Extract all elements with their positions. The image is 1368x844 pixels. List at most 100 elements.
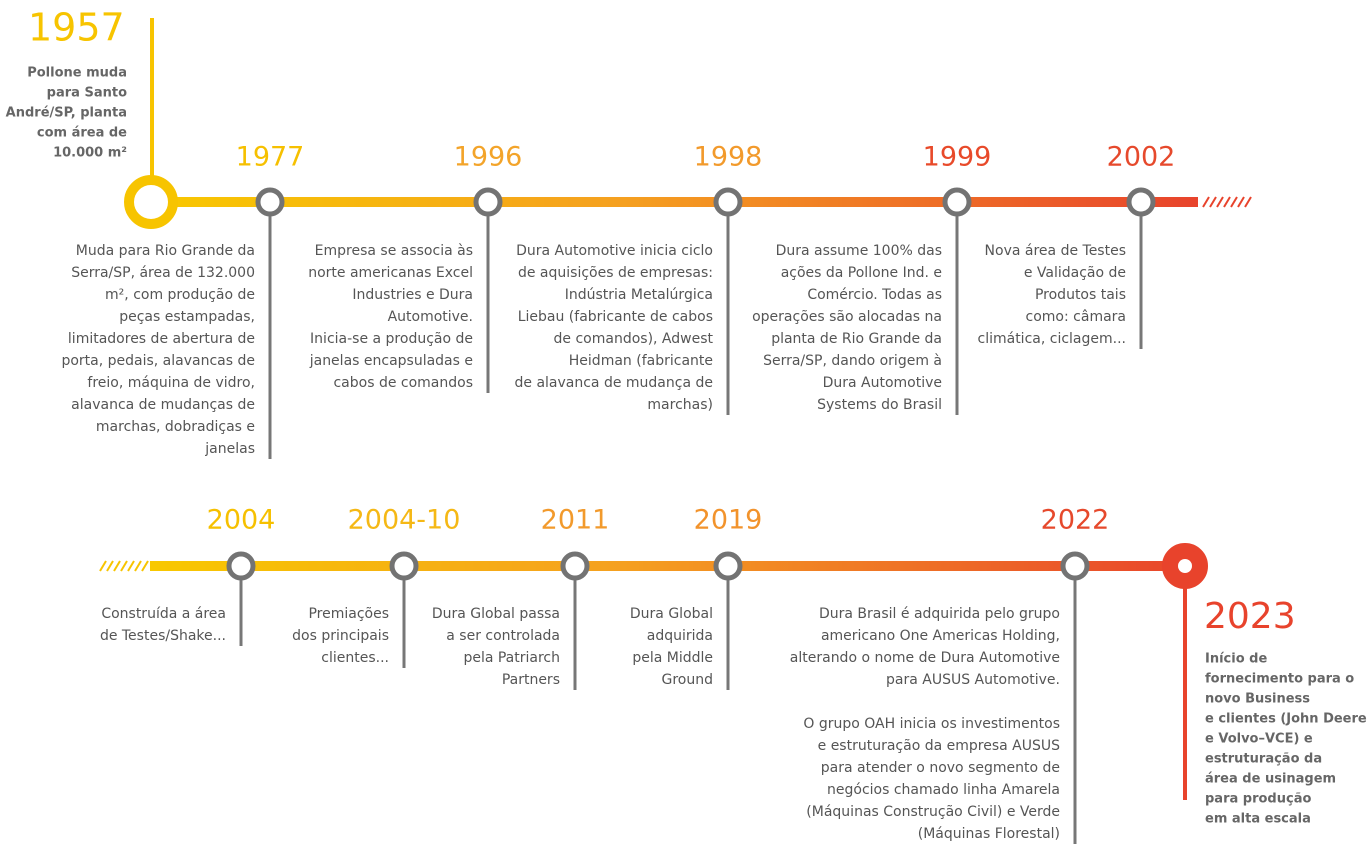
start-text: com área de	[37, 126, 127, 141]
event-text: O grupo OAH inicia os investimentos	[803, 716, 1060, 732]
timeline-bar	[150, 197, 1198, 207]
event-text: Ground	[662, 672, 714, 688]
event-text: de comandos), Adwest	[554, 331, 714, 347]
event-text: Indústria Metalúrgica	[565, 287, 713, 303]
event-text: ações da Pollone Ind. e	[781, 265, 942, 281]
event-text: americano One Americas Holding,	[821, 628, 1060, 644]
year: 2019	[694, 505, 763, 536]
year: 1999	[923, 142, 992, 173]
year: 2011	[541, 505, 610, 536]
event-text: adquirida	[647, 628, 713, 644]
year: 1998	[694, 142, 763, 173]
year: 2004	[207, 505, 276, 536]
event-text: janelas	[204, 441, 255, 457]
event-text: planta de Rio Grande da	[771, 331, 942, 347]
event-text: Dura Automotive	[823, 375, 942, 391]
event-text: dos principais	[292, 628, 389, 644]
event-text: Partners	[502, 672, 560, 688]
event-text: porta, pedais, alavancas de	[61, 353, 255, 369]
hatch	[99, 560, 149, 572]
event-text: de Testes/Shake...	[100, 628, 226, 644]
event-text: m², com produção de	[105, 287, 255, 303]
event-text: (Máquinas Florestal)	[918, 826, 1060, 842]
event-text: Dura Global passa	[432, 606, 560, 622]
event-text: Inicia-se a produção de	[310, 331, 473, 347]
event-text: (Máquinas Construção Civil) e Verde	[806, 804, 1060, 820]
event-text: norte americanas Excel	[308, 265, 473, 281]
event-text: Dura Automotive inicia ciclo	[516, 243, 713, 259]
event-text: Industries e Dura	[352, 287, 473, 303]
end-text: novo Business	[1205, 692, 1310, 707]
node	[560, 551, 590, 581]
event-text: Premiações	[308, 606, 389, 622]
event-text: Nova área de Testes	[985, 243, 1126, 259]
event-text: Dura Brasil é adquirida pelo grupo	[819, 606, 1060, 622]
event-text: Automotive.	[388, 309, 473, 325]
year: 2002	[1107, 142, 1176, 173]
event-text: clientes...	[321, 650, 389, 666]
event-text: Heidman (fabricante	[569, 353, 713, 369]
start-text: Pollone muda	[27, 66, 127, 81]
event-text: e estruturação da empresa AUSUS	[818, 738, 1060, 754]
start-text: André/SP, planta	[6, 106, 127, 121]
end-core	[1178, 559, 1192, 573]
year: 2022	[1041, 505, 1110, 536]
event-text: marchas, dobradiças e	[96, 419, 255, 435]
year: 1977	[236, 142, 305, 173]
hatch	[1202, 196, 1252, 208]
end-text: Início de	[1205, 652, 1267, 667]
year: 1996	[454, 142, 523, 173]
node	[226, 551, 256, 581]
event-text: para AUSUS Automotive.	[886, 672, 1060, 688]
event-text: marchas)	[647, 397, 713, 413]
start-text: para Santo	[47, 86, 127, 101]
event-text: Empresa se associa às	[315, 243, 473, 259]
event-text: e Validação de	[1024, 265, 1126, 281]
event-text: operações são alocadas na	[752, 309, 942, 325]
event-text: para atender o novo segmento de	[821, 760, 1060, 776]
event-text: Produtos tais	[1035, 287, 1126, 303]
end-text: para produção	[1205, 792, 1311, 807]
event-text: Systems do Brasil	[817, 397, 942, 413]
event-text: Serra/SP, dando origem à	[763, 353, 942, 369]
event-text: Construída a área	[101, 606, 226, 622]
event-text: pela Middle	[632, 650, 713, 666]
event-text: alavanca de mudanças de	[71, 397, 255, 413]
end-text: e Volvo–VCE) e	[1205, 732, 1313, 747]
node	[1126, 187, 1156, 217]
start-year: 1957	[28, 6, 125, 50]
start-text: 10.000 m²	[53, 146, 127, 161]
node	[713, 551, 743, 581]
event-text: alterando o nome de Dura Automotive	[790, 650, 1060, 666]
end-text: fornecimento para o	[1205, 672, 1354, 687]
node	[389, 551, 419, 581]
node	[713, 187, 743, 217]
event-text: Muda para Rio Grande da	[76, 243, 255, 259]
event-text: como: câmara	[1026, 309, 1126, 325]
node	[1060, 551, 1090, 581]
end-text: e clientes (John Deere	[1205, 712, 1367, 727]
node	[473, 187, 503, 217]
end-text: área de usinagem	[1205, 772, 1336, 787]
event-text: janelas encapsuladas e	[309, 353, 473, 369]
start-core	[144, 195, 158, 209]
node	[255, 187, 285, 217]
end-text: em alta escala	[1205, 812, 1311, 827]
node	[942, 187, 972, 217]
timeline-bar	[150, 561, 1186, 571]
event-text: climática, ciclagem...	[978, 331, 1127, 347]
end-year: 2023	[1204, 596, 1296, 637]
event-text: peças estampadas,	[119, 309, 255, 325]
event-text: negócios chamado linha Amarela	[827, 782, 1060, 798]
event-text: freio, máquina de vidro,	[87, 375, 255, 391]
event-text: Liebau (fabricante de cabos	[518, 309, 713, 325]
event-text: de aquisições de empresas:	[518, 265, 713, 281]
event-text: Serra/SP, área de 132.000	[71, 265, 255, 281]
event-text: cabos de comandos	[333, 375, 473, 391]
event-text: limitadores de abertura de	[68, 331, 255, 347]
event-text: Dura Global	[630, 606, 713, 622]
event-text: a ser controlada	[446, 628, 560, 644]
year: 2004-10	[348, 505, 461, 536]
event-text: Dura assume 100% das	[776, 243, 942, 259]
